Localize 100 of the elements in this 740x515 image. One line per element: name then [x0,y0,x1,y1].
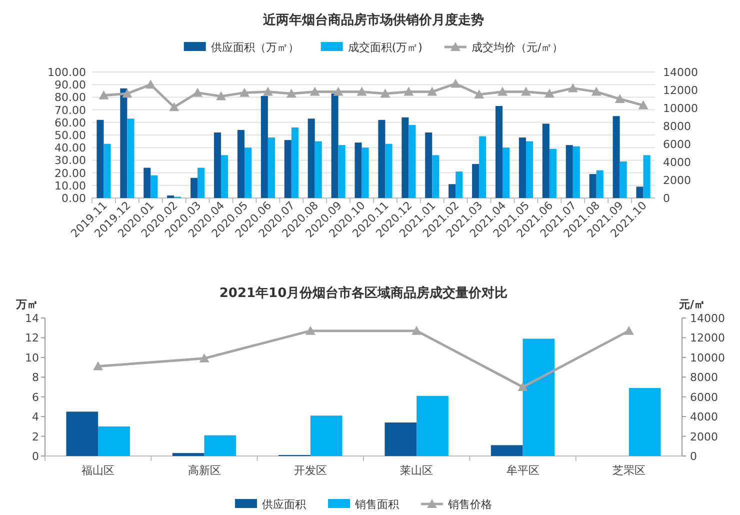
y-tick-label: 12 [25,332,39,345]
bar [549,148,556,198]
y-tick-label: 10.00 [54,179,86,192]
y2-tick-label: 10000 [690,351,725,364]
y2-axis-title: 元/㎡ [678,298,706,311]
y-tick-label: 80.00 [54,91,86,104]
bar [566,145,573,198]
bar [104,144,111,198]
point [122,88,132,98]
y-tick-label: 6 [32,390,39,404]
y2-tick-label: 14000 [663,66,698,79]
y-tick-label: 70.00 [54,104,86,117]
bar [518,138,526,198]
point [93,361,104,370]
bar [589,174,596,198]
point [305,326,316,335]
bar [66,412,98,456]
bar [384,422,417,456]
point [450,78,461,88]
legend-label: 成交均价（元/㎡） [471,41,564,54]
legend-label: 销售价格 [447,498,492,511]
bar [378,120,386,198]
bar [167,195,174,198]
y2-tick-label: 14000 [690,312,725,325]
bar [522,338,555,456]
bar [472,164,480,198]
point [199,353,210,362]
bar [98,426,130,456]
point [520,86,531,96]
y-tick-label: 40.00 [54,142,86,155]
y-tick-label: 4 [32,410,39,424]
bar [172,453,204,456]
point [169,102,180,112]
point [310,86,320,96]
y-tick-label: 0.00 [62,192,86,205]
chart-title: 近两年烟台商品房市场供销价月度走势 [262,12,484,28]
y2-tick-label: 0 [663,192,670,205]
point [98,90,109,100]
bar [331,93,338,198]
point [333,86,344,96]
bar [596,170,604,198]
bar [448,184,456,198]
legend-label: 销售面积 [354,498,399,511]
bar [612,116,620,198]
y-tick-label: 0 [32,450,39,463]
point [591,86,602,96]
point [614,94,625,103]
x-tick-label: 牟平区 [506,464,540,477]
chart-title: 2021年10月份烟台市各区域商品房成交量价对比 [219,285,508,301]
y2-tick-label: 12000 [663,84,698,97]
point [518,382,528,391]
y2-tick-label: 10000 [663,102,698,115]
bar [204,435,236,456]
bar [628,388,661,456]
x-tick-label: 开发区 [294,464,327,477]
point [216,91,226,100]
bar [338,145,346,198]
bar [120,88,128,198]
bar [542,124,550,198]
bar [310,416,342,456]
bar [354,142,362,198]
y2-tick-label: 6000 [690,390,718,404]
legend-label: 供应面积 [262,498,306,511]
legend-label: 成交面积(万㎡) [348,41,422,54]
bar [408,124,416,198]
bar [150,175,158,198]
bar [260,96,268,198]
point [624,326,634,335]
point [427,86,438,96]
bar [526,141,534,198]
bar [96,120,104,198]
bar [385,144,392,198]
bar [490,445,523,456]
y-tick-label: 10 [25,351,39,364]
point [146,80,156,89]
legend-label: 供应面积（万㎡） [210,41,299,54]
bar [284,140,292,198]
bar [221,155,228,198]
y-tick-label: 100.00 [48,66,86,79]
y-tick-label: 50.00 [54,129,86,142]
point [498,86,508,96]
bar [643,155,650,198]
point [474,90,484,98]
point [412,326,422,335]
y2-tick-label: 2000 [690,430,718,444]
y-tick-label: 14 [25,312,39,325]
y2-tick-label: 0 [690,450,697,463]
bar [362,148,369,198]
bar [432,155,440,198]
bar [572,146,580,198]
y-tick-label: 30.00 [54,154,86,168]
x-tick-label: 芝罘区 [612,464,646,477]
bar [636,186,644,198]
bar [268,138,275,198]
y2-tick-label: 2000 [663,174,691,187]
y-axis-title: 万㎡ [15,298,38,311]
y2-tick-label: 4000 [663,156,691,169]
point [638,100,648,110]
point [568,83,578,92]
y-tick-label: 20.00 [54,166,86,180]
